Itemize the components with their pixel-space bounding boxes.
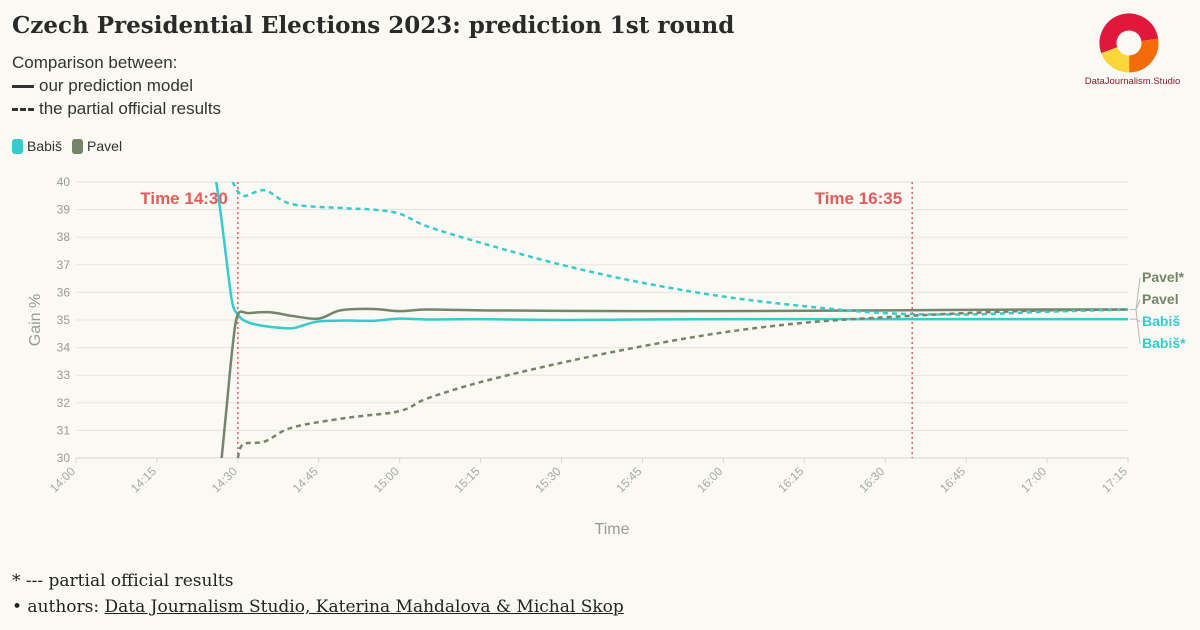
x-tick-label: 16:30 [856,464,887,495]
x-tick-label: 16:15 [775,464,806,495]
subtitle-intro: Comparison between: [12,53,178,72]
y-tick-label: 34 [57,341,71,355]
dotted-line-label: the partial official results [39,99,222,118]
line-chart: Time 14:30 Time 16:35 3031323334353637383… [27,175,1186,538]
series-line-babi-partial [231,182,1128,316]
series-line-pavel [220,307,1128,458]
x-axis-labels: 14:00 14:15 14:30 14:45 15:00 15:15 15:30 15:45… [47,464,1130,495]
series-end-label: Babiš [1142,313,1180,329]
subtitle: Comparison between: our prediction model… [12,51,221,120]
series-end-labels: Pavel* Pavel Babiš Babiš* [1130,269,1186,351]
series-line-pavel-partial [236,308,1128,458]
legend-swatch-pavel [72,138,84,154]
subtitle-dotted-row: the partial official results [12,97,221,120]
x-tick-label: 14:00 [47,464,78,495]
x-tick-label: 14:15 [128,464,159,495]
x-tick-label: 16:00 [694,464,725,495]
series-end-label: Babiš* [1142,335,1186,351]
x-tick-label: 15:00 [371,464,402,495]
y-tick-label: 33 [57,368,71,382]
y-axis-labels: 30 31 32 33 34 35 36 37 38 39 40 [57,175,71,465]
end-label-connector [1130,309,1141,345]
subtitle-solid-row: our prediction model [12,74,221,97]
chart-grid [75,181,1129,463]
reference-lines: Time 14:30 Time 16:35 [140,182,913,458]
x-tick-label: 14:30 [209,464,240,495]
authors-prefix: • authors: [12,597,105,617]
legend-label-babis: Babiš [27,138,63,154]
legend: Babiš Pavel [12,138,122,154]
chart-title: Czech Presidential Elections 2023: predi… [12,12,735,39]
series-end-label: Pavel [1142,291,1179,307]
logo-ring-icon [1099,13,1159,73]
series-line-babi [215,182,1128,330]
y-tick-label: 35 [57,313,71,327]
solid-line-label: our prediction model [39,76,194,95]
y-axis-title: Gain % [27,294,44,346]
legend-swatch-babis [12,138,23,154]
x-axis-title: Time [595,521,630,538]
logo[interactable]: DataJournalism.Studio [1075,10,1190,92]
logo-text: DataJournalism.Studio [1084,76,1181,87]
footer-authors: • authors: Data Journalism Studio, Kater… [12,594,624,620]
legend-item-pavel[interactable]: Pavel [72,138,122,154]
footer: * --- partial official results • authors… [12,568,624,620]
dotted-line-icon [12,108,34,112]
x-tick-label: 16:45 [937,464,968,495]
y-tick-label: 36 [57,285,71,299]
authors-link[interactable]: Data Journalism Studio, Katerina Mahdalo… [104,597,624,617]
y-tick-label: 32 [57,396,71,410]
x-tick-label: 15:15 [452,464,483,495]
chart-series [215,182,1128,458]
reference-line-label: Time 16:35 [815,189,903,208]
end-label-connector [1130,299,1141,311]
y-tick-label: 39 [57,203,71,217]
x-tick-label: 17:00 [1018,464,1049,495]
solid-line-icon [12,85,34,89]
legend-label-pavel: Pavel [87,138,123,154]
x-tick-label: 14:45 [290,464,321,495]
x-tick-label: 15:30 [533,464,564,495]
footer-note: * --- partial official results [12,571,234,591]
y-tick-label: 30 [57,451,71,465]
y-tick-label: 38 [57,230,71,244]
x-tick-label: 17:15 [1099,464,1130,495]
y-tick-label: 40 [57,175,71,189]
end-label-connector [1130,318,1141,323]
x-tick-label: 15:45 [613,464,644,495]
series-end-label: Pavel* [1142,269,1185,285]
y-tick-label: 37 [57,258,71,272]
reference-line-label: Time 14:30 [140,189,228,208]
legend-item-babis[interactable]: Babiš [12,138,62,154]
y-tick-label: 31 [57,423,71,437]
